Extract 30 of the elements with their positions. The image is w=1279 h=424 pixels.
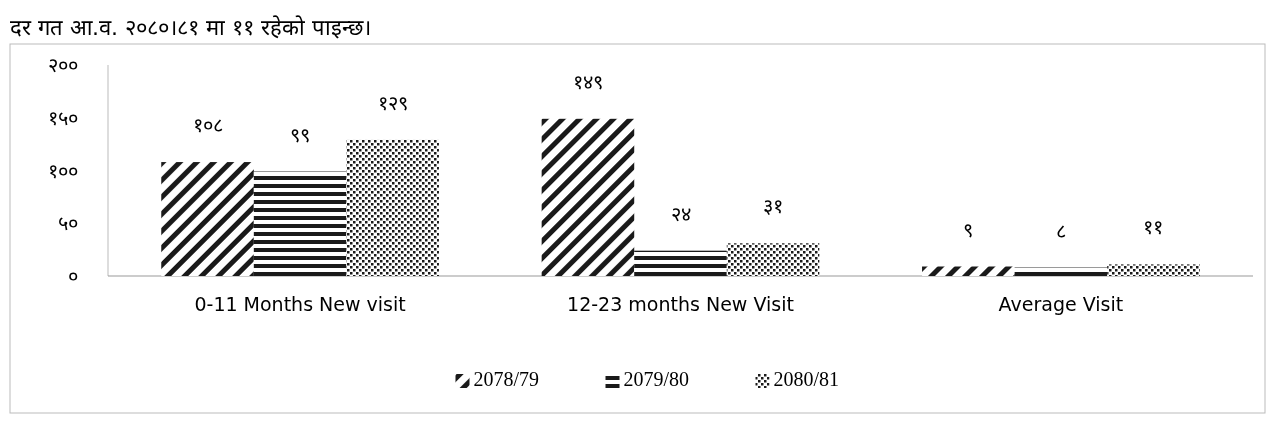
bar [1014,267,1108,276]
data-label: ९ [963,217,974,242]
data-label: १२९ [377,90,408,115]
data-label: ३१ [763,194,784,219]
text: दर गत आ.व. २०८०।८१ मा ११ रहेको पाइन्छ। [10,15,371,40]
bar [346,139,439,276]
legend-label: 2080/81 [773,368,840,390]
x-tick-label: 12-23 months New Visit [567,293,794,315]
bar [1107,264,1200,276]
bar [634,250,727,276]
data-label: २४ [670,201,691,226]
bar [161,162,254,276]
data-label: १४९ [572,69,603,94]
data-label: ९९ [290,122,311,147]
bar [922,266,1015,276]
y-tick-label: १५० [48,105,78,130]
data-label: ८ [1055,218,1066,243]
data-label: १०८ [192,113,223,138]
data-label: ११ [1143,215,1164,240]
bar [253,171,347,276]
bar [726,243,820,276]
y-tick-label: ० [68,264,78,288]
x-tick-label: Average Visit [998,293,1124,315]
y-tick-label: ५० [58,211,78,236]
y-tick-label: २०० [48,53,78,77]
x-tick-label: 0-11 Months New visit [194,293,406,315]
legend-label: 2078/79 [473,368,540,390]
legend-label: 2079/80 [623,368,690,390]
y-tick-label: १०० [48,158,78,183]
bar [541,118,635,276]
